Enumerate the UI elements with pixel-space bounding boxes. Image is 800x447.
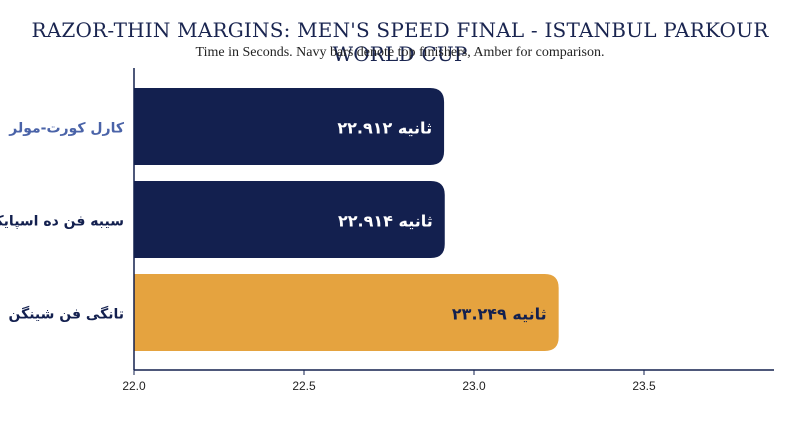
category-label: کارل کورت-مولر [8,121,125,137]
bar-value-label: ۲۲.۹۱۲ ثانیه [337,119,432,138]
category-label: سیبه فن ده اسپایکر [0,214,124,230]
x-tick-label: 23.0 [462,379,486,393]
bar [134,274,559,351]
chart-title: RAZOR-THIN MARGINS: MEN'S SPEED FINAL - … [31,18,769,66]
bar [134,181,445,258]
x-tick-label: 23.5 [632,379,656,393]
category-label: تانگی فن شینگن [8,306,124,323]
bar-value-label: ۲۳.۲۴۹ ثانیه [452,305,547,324]
x-tick-label: 22.0 [122,379,146,393]
x-tick-label: 22.5 [292,379,316,393]
chart-subtitle: Time in Seconds. Navy bars denote top fi… [195,45,605,60]
bar [134,88,445,165]
bar-value-label: ۲۲.۹۱۴ ثانیه [338,212,433,231]
